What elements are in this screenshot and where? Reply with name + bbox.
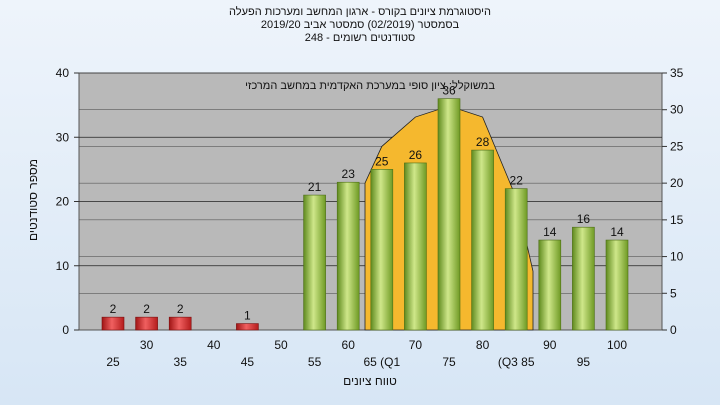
data-label-65: 25 [375, 154, 389, 168]
bar-75 [437, 98, 461, 331]
x-tick-label: 70 [409, 338, 423, 352]
data-label-60: 23 [342, 167, 356, 181]
data-label-25: 2 [110, 302, 117, 316]
chart-title: היסטוגרמת ציונים בקורס - ארגון המחשב ומע… [229, 6, 491, 18]
x-tick-label: 40 [207, 338, 221, 352]
y2-tick-label: 30 [670, 103, 684, 117]
chart-title-block: היסטוגרמת ציונים בקורס - ארגון המחשב ומע… [0, 6, 720, 45]
x-axis: 30 40 50 60 70 80 90 100 25 35 45 55 65 (Q1 75 (Q3 85 9… [106, 338, 627, 369]
y2-tick-label: 5 [670, 286, 677, 300]
bar-95 [572, 226, 595, 331]
bar-35 [168, 316, 192, 331]
x-tick-label: 100 [607, 338, 627, 352]
chart-annotation: במשוקלל: ציון סופי במערכת האקדמית במחשב … [245, 79, 495, 92]
y2-tick-label: 20 [670, 176, 684, 190]
y2-tick-label: 25 [670, 139, 684, 153]
x-tick-label: 75 [442, 355, 456, 369]
data-label-80: 28 [476, 135, 490, 149]
x-tick-label: (Q3 85 [498, 355, 535, 369]
x-tick-label: 55 [308, 355, 322, 369]
x-tick-label: 30 [140, 338, 154, 352]
data-label-85: 22 [510, 174, 524, 188]
bar-30 [135, 316, 158, 331]
bar-100 [605, 239, 629, 331]
x-tick-label: 90 [543, 338, 557, 352]
y-axis-label: מספר סטודנטים [26, 159, 40, 241]
x-tick-label: 80 [476, 338, 490, 352]
bar-55 [303, 194, 326, 331]
x-tick-label: 35 [174, 355, 188, 369]
bar-90 [538, 239, 562, 331]
data-label-70: 26 [409, 148, 423, 162]
x-tick-label: 50 [274, 338, 288, 352]
y-axis-left: 0 10 20 30 40 [56, 66, 79, 337]
y-tick-label: 10 [56, 259, 70, 273]
bar-25 [101, 316, 125, 331]
y2-tick-label: 0 [670, 323, 677, 337]
data-label-95: 16 [577, 212, 591, 226]
y2-tick-label: 15 [670, 213, 684, 227]
data-label-90: 14 [543, 225, 557, 239]
x-axis-label: טווח ציונים [343, 374, 397, 388]
bar-65 [370, 169, 394, 331]
y-tick-label: 0 [62, 323, 69, 337]
y-tick-label: 40 [56, 66, 70, 80]
data-label-100: 14 [610, 225, 624, 239]
chart-subtitle-semester: בסמסטר (02/2019) סמסטר אביב 2019/20 [260, 19, 460, 31]
data-label-30: 2 [143, 302, 150, 316]
bar-70 [404, 162, 427, 331]
x-tick-label: 25 [106, 355, 120, 369]
y2-tick-label: 35 [670, 66, 684, 80]
x-tick-label: 65 (Q1 [363, 355, 400, 369]
y-tick-label: 20 [56, 195, 70, 209]
data-label-75: 36 [442, 84, 456, 98]
data-label-55: 21 [308, 180, 322, 194]
bar-85 [504, 188, 528, 331]
data-label-45: 1 [244, 309, 251, 323]
bar-60 [336, 181, 360, 331]
bar-80 [471, 149, 494, 331]
y-axis-right: 0 5 10 15 20 25 30 35 [662, 66, 684, 337]
x-tick-label: 60 [342, 338, 356, 352]
x-tick-label: 95 [577, 355, 591, 369]
y-tick-label: 30 [56, 130, 70, 144]
y2-tick-label: 10 [670, 250, 684, 264]
chart-subtitle-students: סטודנטים רשומים - 248 [304, 32, 416, 44]
data-label-35: 2 [177, 302, 184, 316]
bar-45 [236, 323, 259, 331]
x-tick-label: 45 [241, 355, 255, 369]
